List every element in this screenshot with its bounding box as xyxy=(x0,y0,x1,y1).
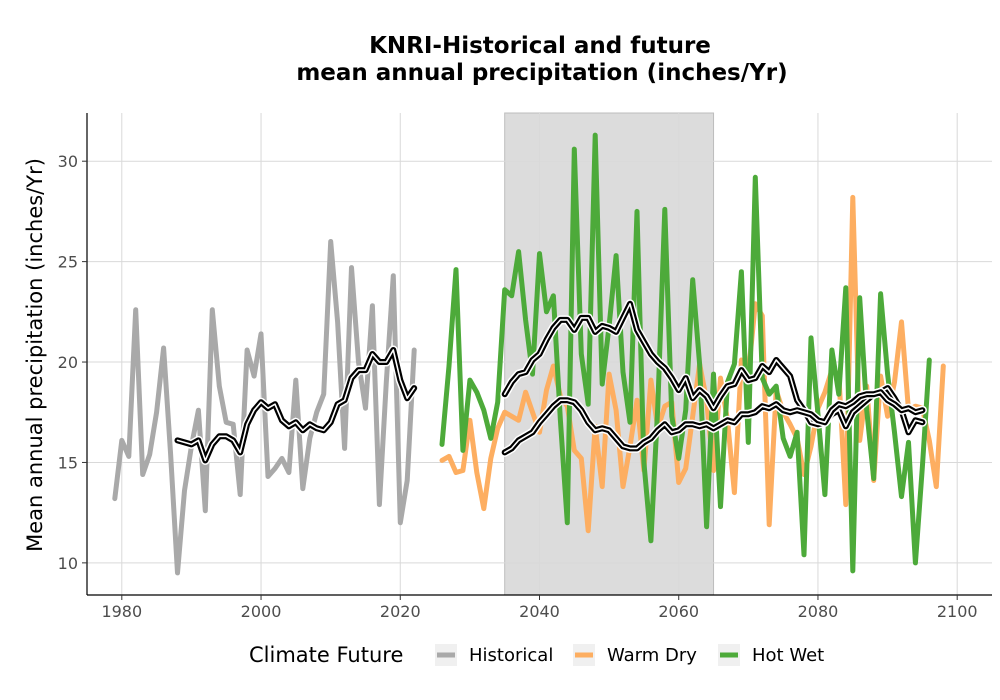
series-line-hot-wet xyxy=(439,132,932,574)
series-3-smoothed-core xyxy=(176,349,416,462)
plot-series-layer xyxy=(112,132,946,576)
series-4-smoothed-core xyxy=(503,302,924,434)
y-tick-label-0: 10 xyxy=(58,554,78,573)
series-line-warm-dry xyxy=(439,194,946,534)
legend-title: Climate Future xyxy=(249,643,403,667)
x-tick-label-5: 2080 xyxy=(798,602,839,621)
y-tick-label-4: 30 xyxy=(58,152,78,171)
y-axis-title: Mean annual precipitation (inches/Yr) xyxy=(23,158,47,552)
legend-label-historical: Historical xyxy=(469,645,553,666)
legend: Climate Future Historical Warm Dry Hot Wet xyxy=(249,643,824,667)
chart-title-line-2: mean annual precipitation (inches/Yr) xyxy=(296,60,787,86)
x-tick-label-2: 2020 xyxy=(380,602,421,621)
y-tick-label-2: 20 xyxy=(58,353,78,372)
series-5-smoothed-core xyxy=(503,391,924,454)
y-tick-label-3: 25 xyxy=(58,253,78,272)
legend-label-warm-dry: Warm Dry xyxy=(607,645,697,666)
y-tick-label-1: 15 xyxy=(58,453,78,472)
x-tick-label-6: 2100 xyxy=(937,602,978,621)
legend-label-hot-wet: Hot Wet xyxy=(752,645,824,666)
x-tick-label-0: 1980 xyxy=(101,602,142,621)
x-tick-label-1: 2000 xyxy=(241,602,282,621)
plot-axes: 1980 2000 2020 2040 2060 2080 2100 10 15 20 25 30 xyxy=(58,113,992,621)
x-tick-label-3: 2040 xyxy=(519,602,560,621)
chart-title-line-1: KNRI-Historical and future xyxy=(369,33,711,59)
x-tick-label-4: 2060 xyxy=(658,602,699,621)
